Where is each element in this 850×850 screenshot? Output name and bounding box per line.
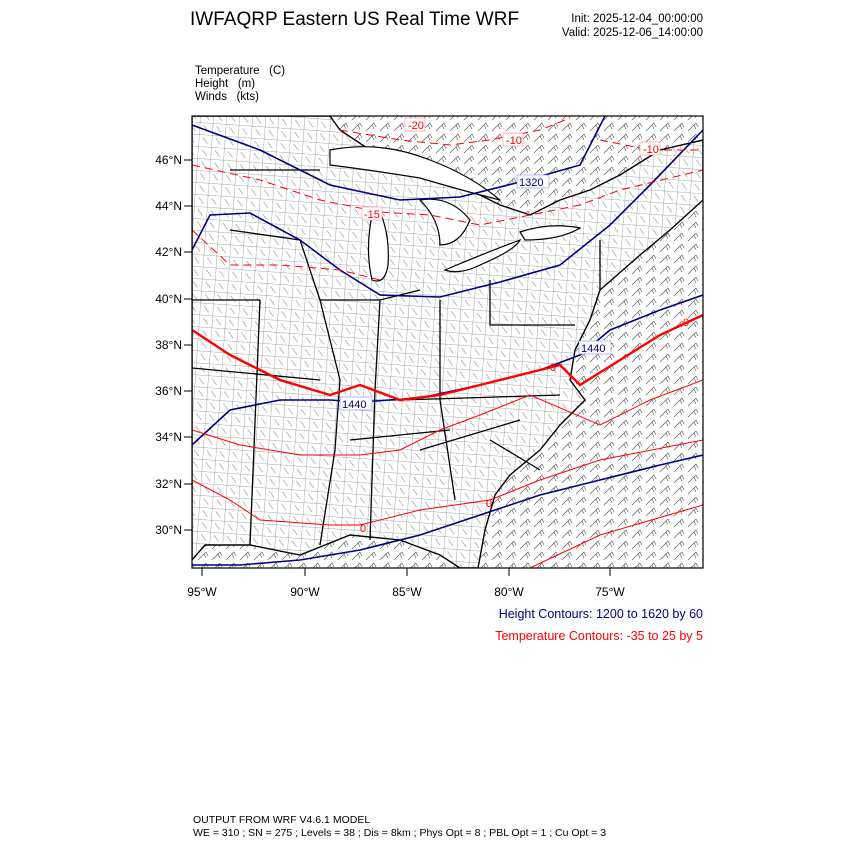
- lat-tick: 44°N: [155, 199, 182, 213]
- lake-michigan: [367, 211, 389, 282]
- lat-tick: 32°N: [155, 477, 182, 491]
- valid-time: Valid: 2025-12-06_14:00:00: [561, 27, 703, 39]
- field-unit: (C): [269, 65, 286, 77]
- contour-labels: -20 -10 -10 -15 1320 1440 1440 0 0 0 0: [339, 117, 689, 535]
- lat-tick: 36°N: [155, 384, 182, 398]
- field-name: Winds: [195, 91, 227, 103]
- lake-huron: [418, 198, 471, 246]
- lon-tick: 80°W: [494, 585, 524, 599]
- contour-label: -20: [408, 120, 424, 132]
- map-frame: [191, 115, 704, 569]
- contour-label: 0: [550, 362, 556, 374]
- temperature-contour-dashed: [599, 139, 703, 151]
- init-time: Init: 2025-12-04_00:00:00: [571, 13, 703, 25]
- lon-tick: 90°W: [290, 585, 320, 599]
- contour-label: 1440: [581, 343, 605, 355]
- lat-tick: 42°N: [155, 245, 182, 259]
- footer-config: WE = 310 ; SN = 275 ; Levels = 38 ; Dis …: [193, 827, 607, 839]
- lon-tick: 95°W: [187, 585, 217, 599]
- temperature-contour-zero: [192, 313, 703, 402]
- temperature-contour-dashed: [192, 229, 381, 281]
- state-borders: [192, 169, 601, 546]
- contour-label: -10: [643, 144, 659, 156]
- height-contour: [192, 129, 703, 298]
- temperature-contour: [192, 379, 703, 456]
- field-name: Temperature: [195, 65, 260, 77]
- lon-tick: 85°W: [392, 585, 422, 599]
- contour-label: 0: [683, 317, 689, 329]
- field-unit: (kts): [236, 91, 259, 103]
- plot-title: IWFAQRP Eastern US Real Time WRF: [190, 9, 520, 30]
- lat-tick: 46°N: [155, 153, 182, 167]
- height-contour: [192, 116, 606, 201]
- contour-label: 1320: [519, 177, 543, 189]
- contour-label: 1440: [342, 399, 366, 411]
- lat-tick: 38°N: [155, 338, 182, 352]
- lake-erie: [443, 238, 522, 273]
- height-contours-legend: Height Contours: 1200 to 1620 by 60: [498, 607, 703, 621]
- temperature-contours: [192, 117, 703, 568]
- field-winds: Winds (kts): [195, 91, 259, 104]
- footer-model: OUTPUT FROM WRF V4.6.1 MODEL: [193, 814, 371, 826]
- contour-label: 0: [486, 498, 492, 510]
- temperature-contour-dashed: [339, 117, 571, 146]
- field-height: Height (m): [195, 78, 255, 91]
- temperature-contours-legend: Temperature Contours: -35 to 25 by 5: [495, 629, 703, 643]
- field-name: Height: [195, 78, 229, 90]
- lat-tick: 34°N: [155, 430, 182, 444]
- temperature-contour: [192, 439, 703, 526]
- lake-superior: [329, 146, 501, 201]
- temperature-contour: [529, 504, 703, 568]
- field-unit: (m): [237, 78, 256, 90]
- contour-label: -10: [506, 135, 522, 147]
- lake-ontario: [519, 225, 582, 241]
- lat-tick: 40°N: [155, 292, 182, 306]
- contour-label: 0: [360, 523, 366, 535]
- lon-tick: 75°W: [595, 585, 625, 599]
- contour-label: -15: [364, 209, 380, 221]
- lat-tick: 30°N: [155, 523, 182, 537]
- temperature-contour-dashed: [192, 164, 703, 226]
- height-contour: [192, 454, 703, 566]
- field-temperature: Temperature (C): [195, 65, 285, 78]
